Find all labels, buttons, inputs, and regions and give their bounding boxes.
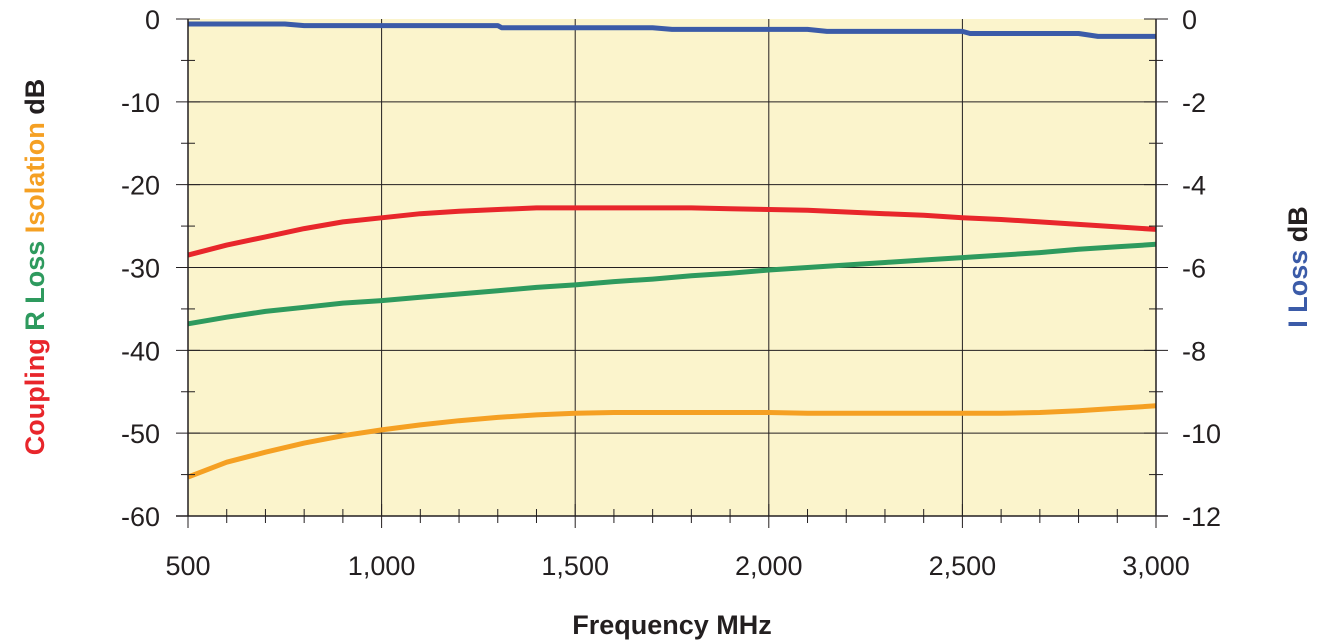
y-right-tick-label: -2	[1182, 88, 1206, 118]
labels: Frequency MHz Coupling R Loss Isolation …	[20, 5, 1313, 640]
x-tick-label: 1,500	[541, 551, 609, 581]
axis-title-part: Coupling	[20, 338, 50, 455]
series-line-r-loss	[187, 241, 1157, 327]
y-right-tick-label: -4	[1182, 171, 1206, 201]
y-right-tick-label: -8	[1182, 336, 1206, 366]
y-axis-title-right: I Loss dB	[1283, 206, 1313, 328]
x-tick-label: 500	[165, 551, 210, 581]
axis-title-part: dB	[20, 79, 50, 123]
axis-title-part: R Loss	[20, 241, 50, 339]
y-left-tick-label: -10	[121, 88, 160, 118]
y-right-tick-label: -6	[1182, 254, 1206, 284]
y-right-tick-label: -10	[1182, 419, 1221, 449]
y-left-tick-label: -20	[121, 171, 160, 201]
series-line-isolation	[187, 403, 1157, 480]
axis-title-part: I Loss	[1283, 250, 1313, 328]
y-left-tick-label: -60	[121, 502, 160, 532]
axis-title-part: Isolation	[20, 122, 50, 241]
series-line-i-loss	[188, 21, 1156, 39]
x-tick-label: 3,000	[1122, 551, 1190, 581]
x-tick-label: 1,000	[348, 551, 416, 581]
y-axis-title-left: Coupling R Loss Isolation dB	[20, 79, 50, 456]
x-axis-title: Frequency MHz	[572, 610, 772, 640]
y-left-tick-label: -40	[121, 336, 160, 366]
x-tick-label: 2,000	[735, 551, 803, 581]
y-right-tick-label: 0	[1182, 5, 1197, 35]
series-group	[187, 21, 1157, 480]
y-left-tick-label: -50	[121, 419, 160, 449]
x-tick-label: 2,500	[929, 551, 997, 581]
axis-title-part: dB	[1283, 206, 1313, 250]
series-line-coupling	[187, 205, 1157, 258]
axes	[176, 18, 1168, 528]
y-left-tick-label: -30	[121, 254, 160, 284]
y-right-tick-label: -12	[1182, 502, 1221, 532]
y-left-tick-label: 0	[145, 5, 160, 35]
